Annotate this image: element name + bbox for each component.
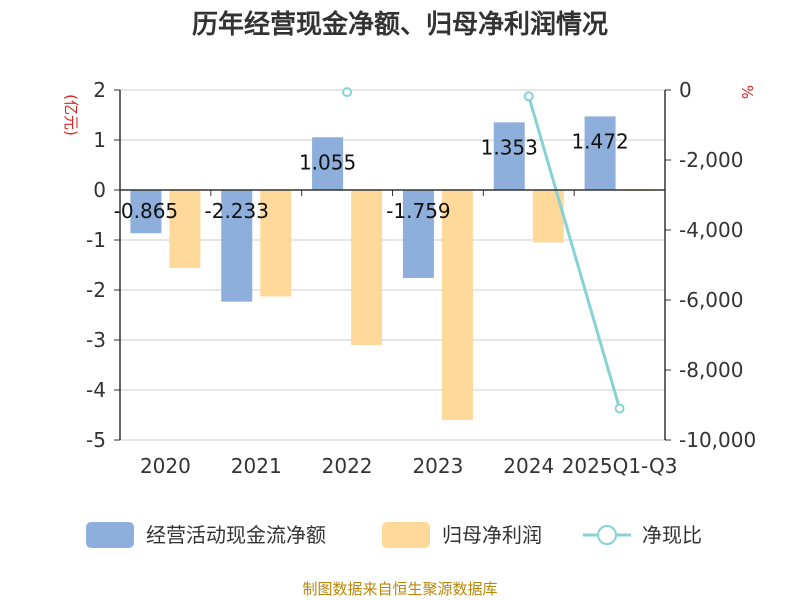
x-tick-label: 2021 — [231, 454, 282, 478]
left-tick-label: -2 — [86, 278, 106, 302]
x-tick-label: 2024 — [503, 454, 554, 478]
x-tick-label: 2023 — [412, 454, 463, 478]
legend-swatch-cashflow — [86, 522, 134, 548]
bar-profit — [351, 190, 383, 345]
bar-cashflow — [493, 122, 525, 190]
bar-cashflow — [312, 137, 344, 190]
right-tick-label: -10,000 — [679, 428, 756, 452]
bar-cashflow — [584, 116, 616, 190]
ratio-line — [527, 95, 622, 409]
data-label-cashflow: 1.472 — [571, 129, 628, 153]
legend-swatch-profit — [382, 522, 430, 548]
x-tick-label: 2022 — [322, 454, 373, 478]
legend-label-profit: 归母净利润 — [442, 523, 542, 547]
left-tick-label: -5 — [86, 428, 106, 452]
legend: 经营活动现金流净额 归母净利润 净现比 — [86, 522, 702, 548]
left-tick-label: 0 — [93, 178, 106, 202]
legend-marker-ratio — [597, 525, 617, 545]
left-tick-label: -4 — [86, 378, 106, 402]
bars — [130, 116, 655, 420]
bar-cashflow — [221, 190, 253, 302]
right-axis-unit: % — [738, 85, 756, 99]
bar-profit — [169, 190, 201, 268]
source-note: 制图数据来自恒生聚源数据库 — [302, 580, 497, 598]
axes: 2 1 0 -1 -2 -3 -4 -5 0 -2,000 -4,000 -6,000 -8,000 -1… — [86, 78, 756, 478]
left-tick-label: 2 — [93, 78, 106, 102]
data-labels: -0.865 -2.233 1.055 -1.759 1.353 1.472 — [114, 129, 629, 223]
left-tick-label: -3 — [86, 328, 106, 352]
data-label-cashflow: -2.233 — [205, 199, 269, 223]
legend-label-cashflow: 经营活动现金流净额 — [146, 523, 326, 547]
x-tick-label: 2020 — [140, 454, 191, 478]
right-tick-label: -2,000 — [679, 148, 743, 172]
right-tick-label: -8,000 — [679, 358, 743, 382]
ratio-point — [614, 403, 625, 414]
left-axis-unit: (亿元) — [62, 94, 80, 136]
bar-profit — [260, 190, 292, 297]
data-label-cashflow: -0.865 — [114, 199, 178, 223]
bar-profit — [441, 190, 473, 420]
x-tick-label: 2025Q1-Q3 — [562, 454, 678, 478]
left-tick-label: 1 — [93, 128, 106, 152]
data-label-cashflow: -1.759 — [386, 199, 450, 223]
ratio-line-layer — [342, 87, 625, 414]
bar-cashflow — [130, 190, 162, 234]
chart-title: 历年经营现金净额、归母净利润情况 — [192, 9, 608, 40]
right-tick-label: -6,000 — [679, 288, 743, 312]
data-label-cashflow: 1.353 — [481, 135, 538, 159]
right-tick-label: -4,000 — [679, 218, 743, 242]
left-tick-label: -1 — [86, 228, 106, 252]
ratio-point — [342, 87, 353, 98]
ratio-point — [523, 91, 534, 102]
data-label-cashflow: 1.055 — [299, 150, 356, 174]
bar-cashflow — [402, 190, 434, 278]
legend-label-ratio: 净现比 — [642, 523, 702, 547]
right-tick-label: 0 — [679, 78, 692, 102]
